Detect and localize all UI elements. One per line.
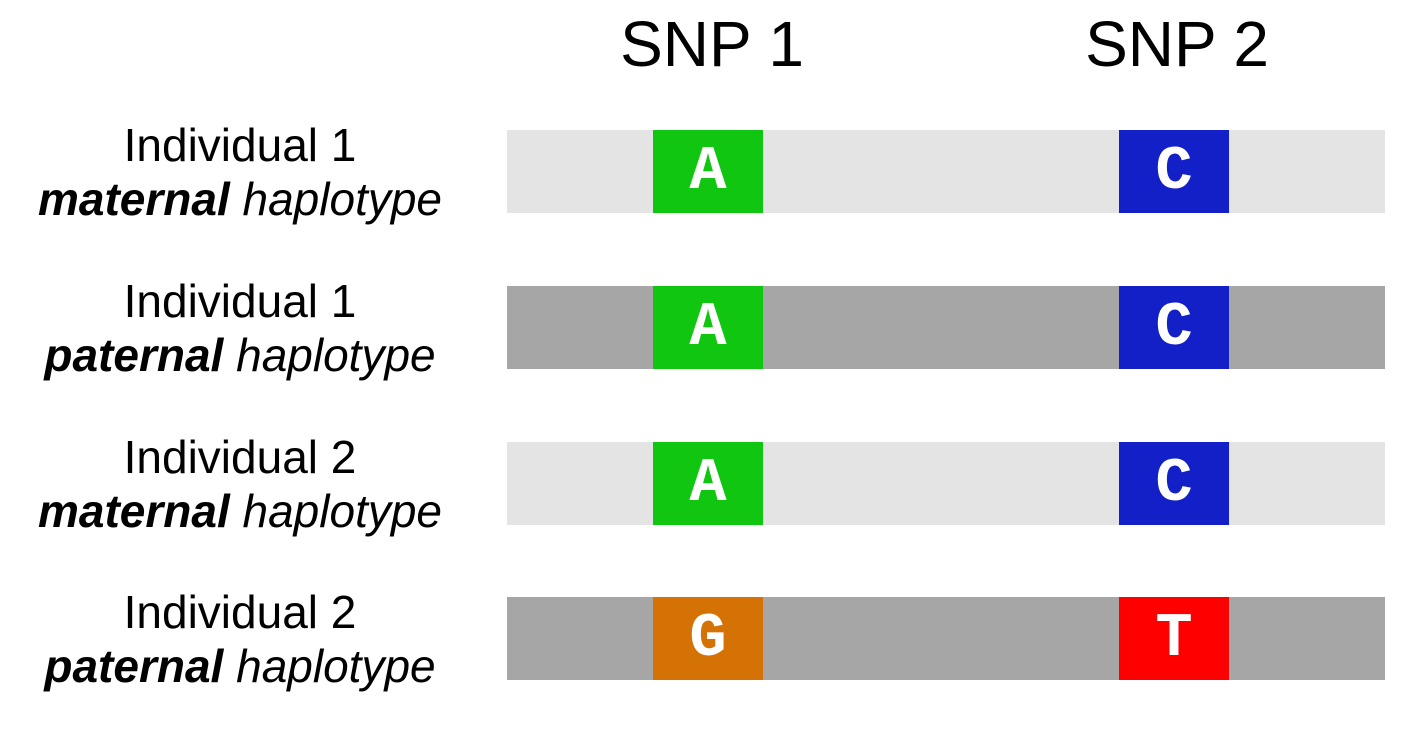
haplotype-row: Individual 2 maternal haplotype A C [0, 430, 1405, 580]
row-label: Individual 1 paternal haplotype [0, 274, 480, 382]
haplotype-word: haplotype [223, 640, 436, 692]
individual-label: Individual 2 [123, 431, 357, 483]
haplotype-label: paternal haplotype [0, 328, 480, 382]
allele-snp1: A [653, 130, 763, 213]
snp-header-1: SNP 1 [620, 8, 804, 80]
haplotype-word: haplotype [223, 329, 436, 381]
allele-snp2: C [1119, 286, 1229, 369]
allele-snp1: A [653, 442, 763, 525]
haplotype-row: Individual 1 maternal haplotype A C [0, 118, 1405, 268]
haplotype-bar: A C [507, 442, 1385, 525]
haplotype-label: paternal haplotype [0, 639, 480, 693]
haplotype-bar: G T [507, 597, 1385, 680]
parent-label: maternal [37, 485, 230, 537]
row-label: Individual 2 paternal haplotype [0, 585, 480, 693]
parent-label: paternal [44, 329, 224, 381]
parent-label: paternal [44, 640, 224, 692]
allele-snp2: T [1119, 597, 1229, 680]
haplotype-word: haplotype [229, 485, 443, 537]
individual-label: Individual 1 [123, 275, 357, 327]
snp-header-2: SNP 2 [1085, 8, 1269, 80]
haplotype-bar: A C [507, 286, 1385, 369]
haplotype-bar: A C [507, 130, 1385, 213]
haplotype-label: maternal haplotype [0, 484, 480, 538]
row-label: Individual 2 maternal haplotype [0, 430, 480, 538]
allele-snp1: G [653, 597, 763, 680]
haplotype-row: Individual 1 paternal haplotype A C [0, 274, 1405, 424]
individual-label: Individual 1 [123, 119, 357, 171]
allele-snp2: C [1119, 442, 1229, 525]
parent-label: maternal [37, 173, 230, 225]
allele-snp2: C [1119, 130, 1229, 213]
haplotype-word: haplotype [229, 173, 443, 225]
individual-label: Individual 2 [123, 586, 357, 638]
haplotype-label: maternal haplotype [0, 172, 480, 226]
allele-snp1: A [653, 286, 763, 369]
row-label: Individual 1 maternal haplotype [0, 118, 480, 226]
haplotype-row: Individual 2 paternal haplotype G T [0, 585, 1405, 735]
